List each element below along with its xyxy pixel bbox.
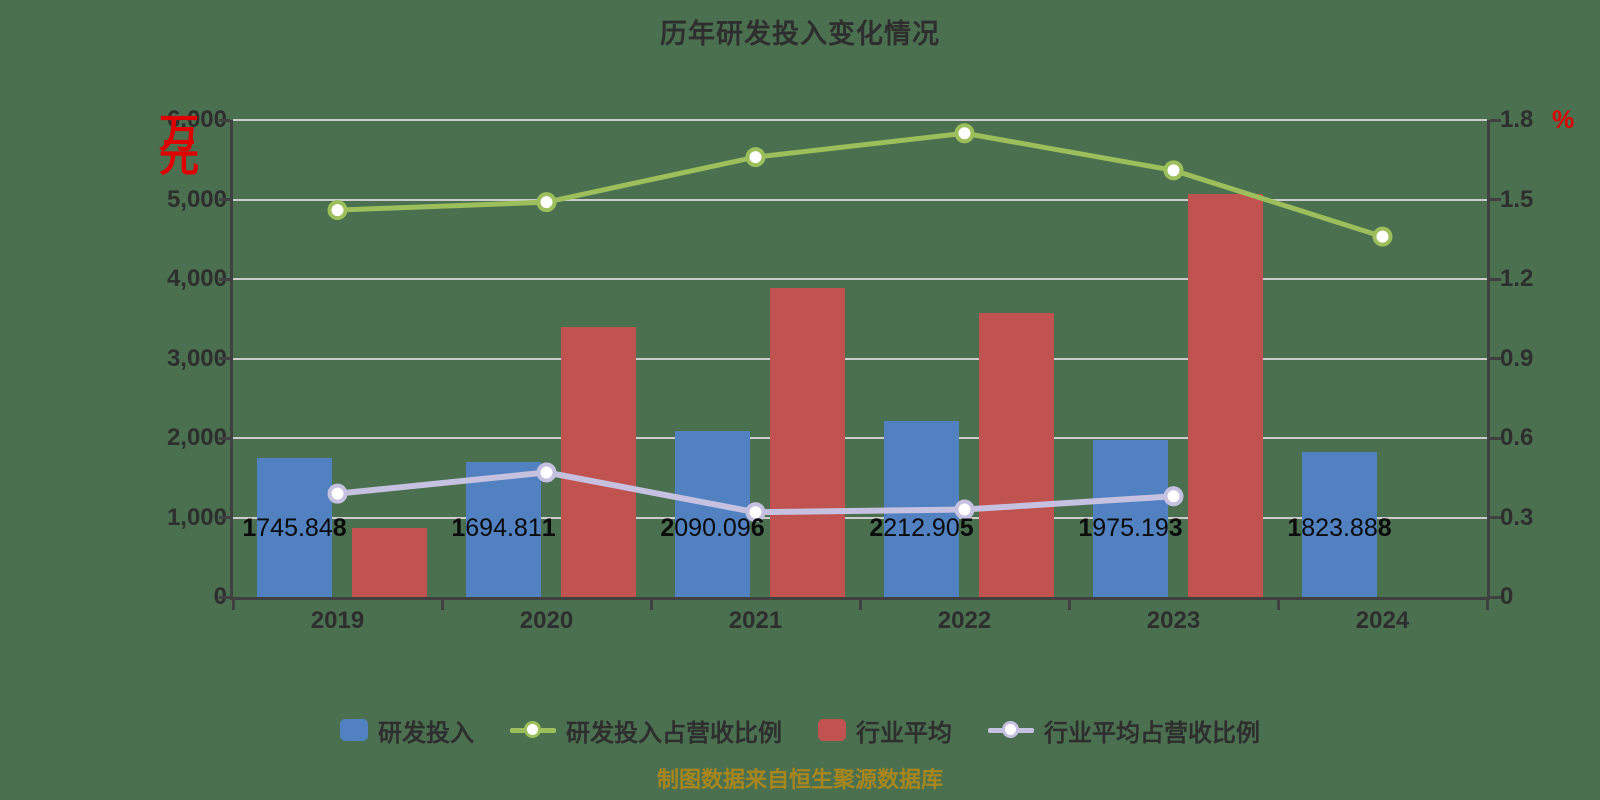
x-axis-tickmark — [1276, 600, 1280, 610]
left-axis-unit: 万元 — [153, 112, 197, 160]
ratio-lines-layer — [327, 123, 1393, 523]
chart-title: 历年研发投入变化情况 — [660, 19, 940, 49]
rd-ratio-point-2023[interactable] — [1163, 160, 1184, 181]
industry-average-bar-2022[interactable] — [978, 313, 1054, 597]
rd-investment-bar-2023[interactable] — [1092, 439, 1168, 597]
rd-ratio-point-2020[interactable] — [536, 192, 557, 213]
legend-label-rd-investment: 研发投入 — [378, 719, 474, 747]
industry-average-bar-2023[interactable] — [1187, 193, 1263, 597]
right-axis-tickmark — [1490, 436, 1501, 440]
x-axis-label-2021: 2021 — [728, 607, 783, 634]
right-axis-tickmark — [1490, 277, 1501, 281]
x-axis-tickmark — [858, 600, 862, 610]
left-axis-tickmark — [219, 357, 230, 360]
gridline-6000 — [233, 119, 1487, 121]
industry-average-legend-swatch — [818, 719, 846, 741]
rd-investment-bar-2020[interactable] — [465, 462, 541, 597]
rd-ratio-point-2022[interactable] — [954, 123, 975, 144]
data-source-caption: 制图数据来自恒生聚源数据库 — [656, 767, 943, 792]
right-axis-tick-1.8: 1.8 — [1500, 106, 1534, 133]
rd-investment-value-label-2019: 1745.848 — [242, 514, 347, 542]
left-axis-tick-1000: 1,000 — [166, 503, 227, 531]
rd-ratio-line — [337, 130, 1384, 239]
gridline-3000 — [233, 357, 1487, 360]
legend-label-industry-average: 行业平均 — [856, 719, 952, 747]
left-axis-tickmark — [219, 516, 230, 519]
gridline-5000 — [233, 198, 1487, 201]
left-axis-tickmark — [219, 198, 230, 201]
right-axis-tick-0.3: 0.3 — [1500, 503, 1534, 531]
right-axis-unit: % — [1552, 106, 1575, 134]
rd-ratio-point-2024[interactable] — [1372, 226, 1393, 247]
rd-ratio-legend-dot — [524, 721, 541, 738]
plot-area: 1745.848 1694.811 2090.096 2212.905 1975.193… — [230, 119, 1490, 600]
x-axis-tickmark — [1485, 600, 1489, 610]
industry-ratio-legend-dot — [1002, 721, 1019, 738]
rd-investment-value-label-2022: 2212.905 — [869, 514, 974, 542]
x-axis-tickmark — [1067, 600, 1071, 610]
right-axis-tickmark — [1490, 357, 1501, 360]
right-axis-tickmark — [1490, 595, 1501, 599]
left-axis-tickmark — [219, 118, 230, 122]
legend-item-rd-investment[interactable]: 研发投入 — [340, 713, 474, 748]
industry-ratio-point-2020[interactable] — [536, 462, 557, 483]
rd-investment-bar-2021[interactable] — [674, 430, 750, 597]
rd-investment-value-label-2024: 1823.888 — [1287, 514, 1392, 542]
x-axis-label-2024: 2024 — [1355, 607, 1410, 634]
x-axis-label-2023: 2023 — [1146, 607, 1201, 634]
industry-ratio-point-2019[interactable] — [327, 483, 348, 504]
industry-ratio-legend-marker — [988, 719, 1034, 741]
legend: 研发投入 研发投入占营收比例 行业平均 行业平均占营收比例 — [0, 706, 1600, 754]
right-axis-tick-0.9: 0.9 — [1500, 344, 1534, 372]
rd-investment-bar-2019[interactable] — [256, 458, 332, 597]
gridline-2000 — [233, 437, 1487, 439]
x-axis-label-2019: 2019 — [310, 607, 365, 634]
legend-item-rd-ratio[interactable]: 研发投入占营收比例 — [510, 713, 782, 748]
rd-investment-legend-swatch — [340, 719, 368, 741]
rd-ratio-point-2019[interactable] — [327, 200, 348, 221]
rd-investment-value-label-2023: 1975.193 — [1078, 514, 1183, 542]
right-axis-tickmark — [1490, 198, 1501, 201]
x-axis-label-2020: 2020 — [519, 607, 574, 634]
industry-average-bar-2020[interactable] — [560, 327, 636, 597]
industry-ratio-point-2021[interactable] — [745, 502, 766, 523]
legend-item-industry-average[interactable]: 行业平均 — [818, 713, 952, 748]
right-axis-tick-0: 0 — [1500, 583, 1514, 610]
gridline-4000 — [233, 278, 1487, 280]
left-axis-tick-0: 0 — [147, 582, 227, 612]
left-axis-tickmark — [219, 436, 230, 440]
right-axis-tickmark — [1490, 118, 1501, 122]
industry-average-bar-2021[interactable] — [769, 287, 845, 597]
legend-item-industry-ratio[interactable]: 行业平均占营收比例 — [988, 713, 1260, 748]
rd-investment-value-label-2020: 1694.811 — [451, 514, 556, 542]
left-axis-tickmark — [219, 595, 230, 599]
left-axis-tick-6000: 6,000 — [166, 106, 227, 133]
rd-ratio-point-2021[interactable] — [745, 147, 766, 168]
industry-ratio-point-2022[interactable] — [954, 499, 975, 520]
legend-label-rd-ratio: 研发投入占营收比例 — [566, 719, 782, 747]
gridline-1000 — [233, 516, 1487, 519]
right-axis-tick-0.6: 0.6 — [1500, 424, 1534, 451]
left-axis-tick-2000: 2,000 — [166, 424, 227, 451]
rd-investment-bar-2024[interactable] — [1301, 452, 1377, 597]
rd-investment-value-label-2021: 2090.096 — [660, 514, 765, 542]
x-axis-tickmark — [231, 600, 235, 610]
x-axis-label-2022: 2022 — [937, 607, 992, 634]
left-axis-tickmark — [219, 277, 230, 281]
left-axis-tick-3000: 3,000 — [166, 344, 227, 372]
industry-ratio-point-2023[interactable] — [1163, 486, 1184, 507]
x-axis-tickmark — [649, 600, 653, 610]
right-axis-tick-1.2: 1.2 — [1500, 265, 1534, 292]
right-axis-tickmark — [1490, 516, 1501, 519]
rd-ratio-legend-marker — [510, 719, 556, 741]
right-axis-tick-1.5: 1.5 — [1500, 185, 1534, 213]
left-axis-tick-4000: 4,000 — [166, 265, 227, 292]
x-axis-tickmark — [440, 600, 444, 610]
left-axis-tick-5000: 5,000 — [166, 185, 227, 213]
industry-average-bar-2019[interactable] — [351, 527, 427, 597]
legend-label-industry-ratio: 行业平均占营收比例 — [1044, 719, 1260, 747]
